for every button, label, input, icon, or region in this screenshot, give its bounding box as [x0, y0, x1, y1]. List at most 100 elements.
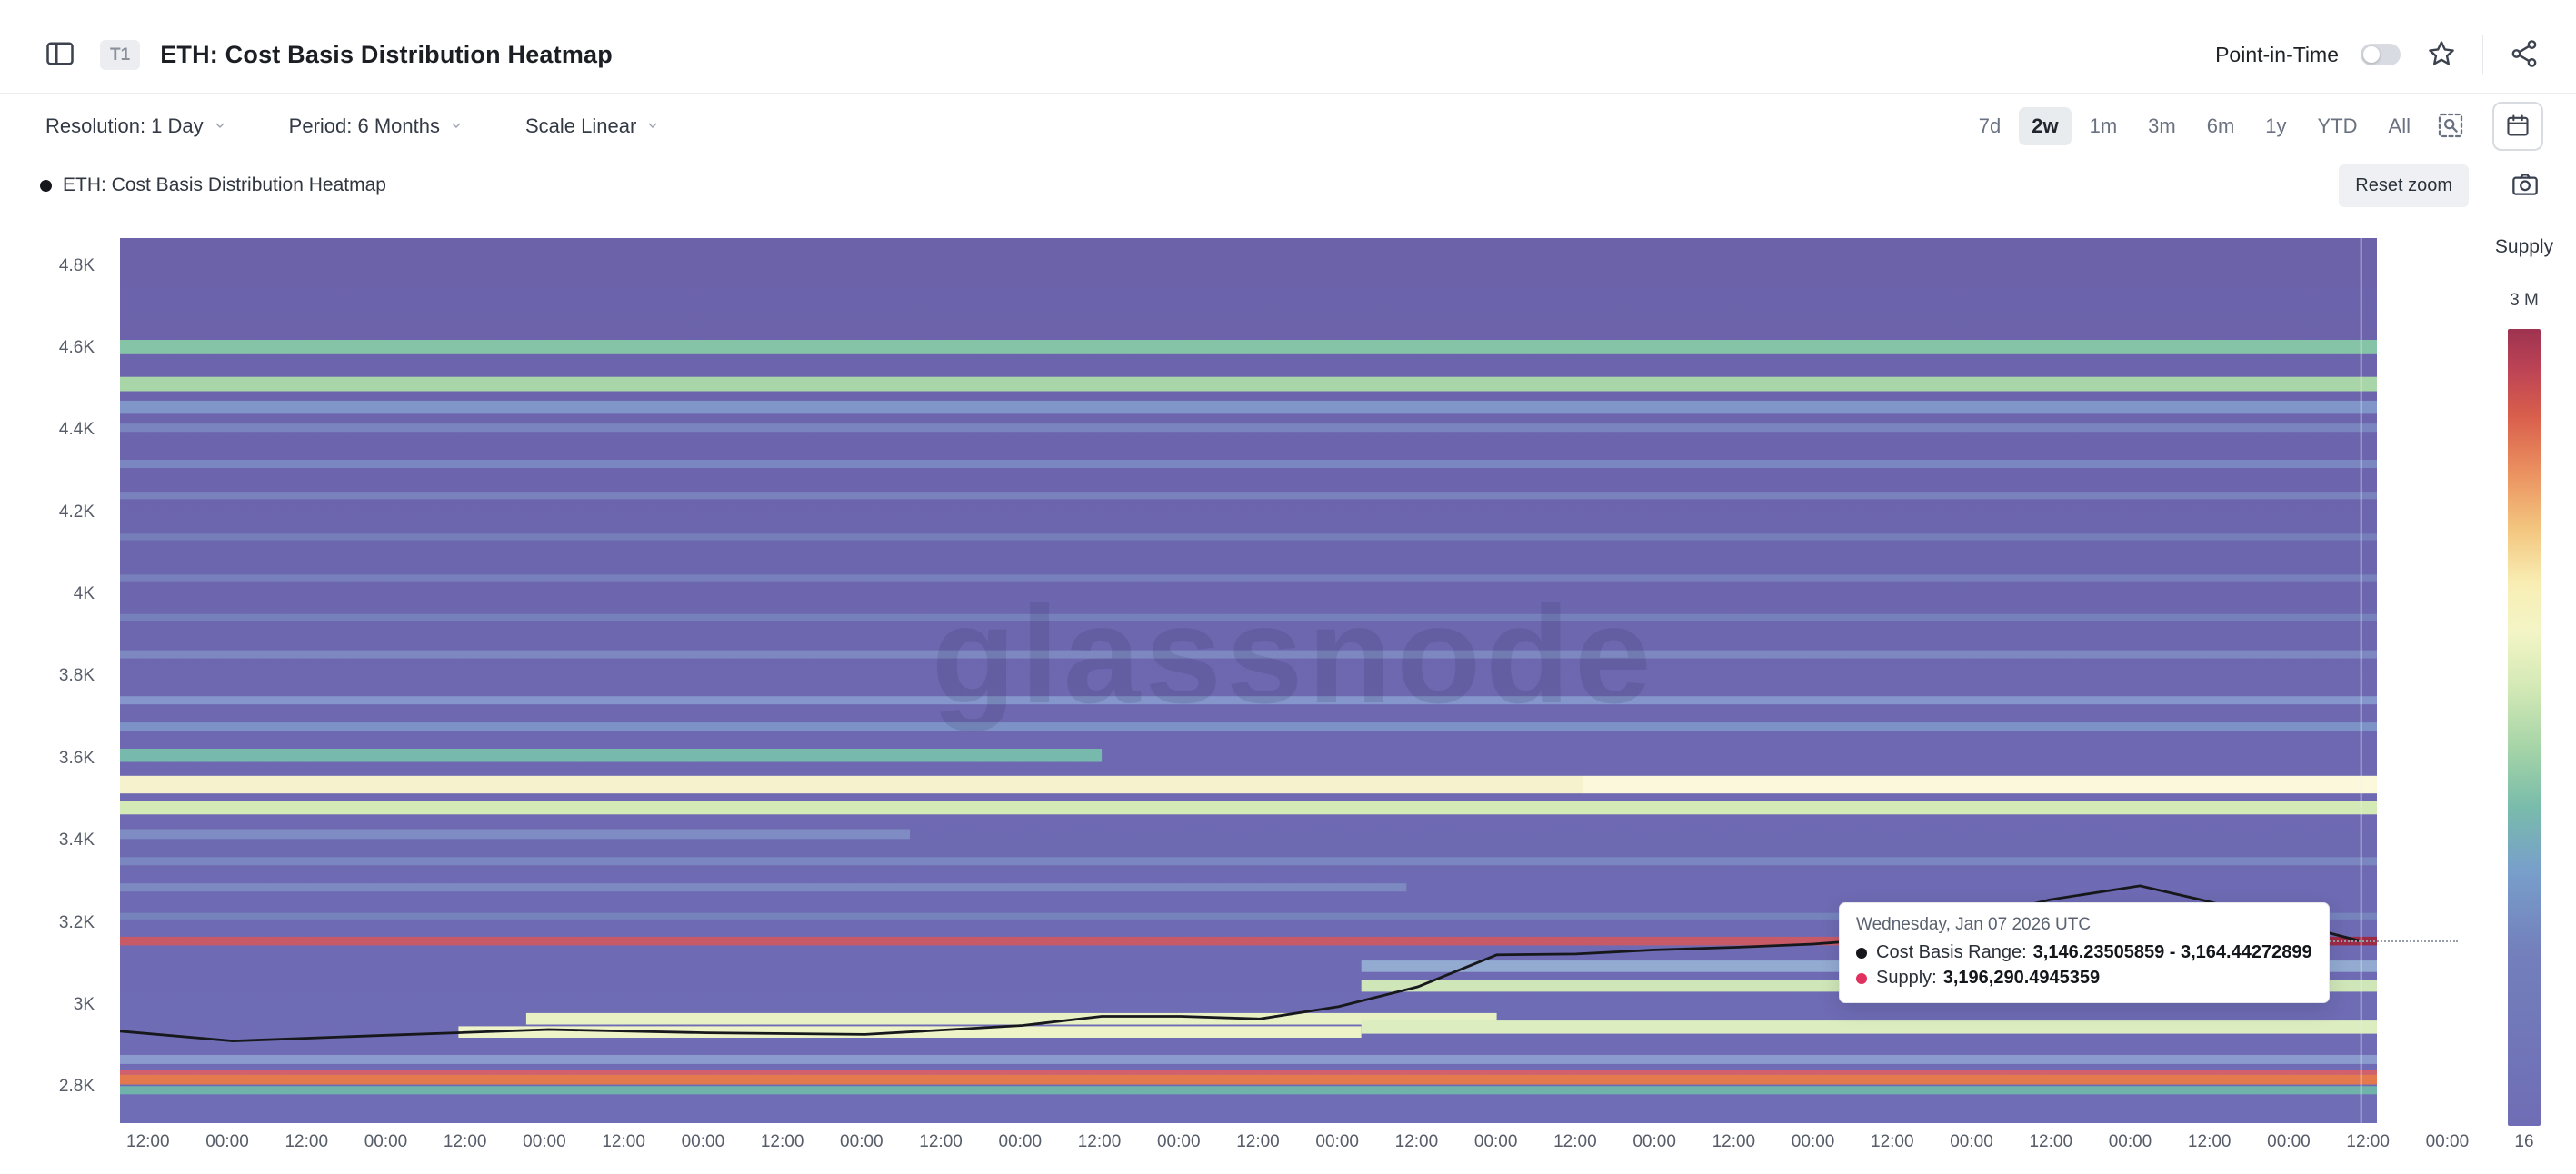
colorbar-min-label: 16 — [2514, 1132, 2534, 1151]
x-tick-label: 12:00 — [1712, 1132, 1756, 1151]
tier-badge: T1 — [100, 39, 141, 70]
series-dot — [40, 179, 52, 192]
y-tick-label: 3K — [73, 994, 95, 1014]
x-tick-label: 12:00 — [1553, 1132, 1597, 1151]
zoom-select-button[interactable] — [2432, 107, 2469, 146]
x-tick-label: 12:00 — [2029, 1132, 2073, 1151]
range-button-group: 7d 2w 1m 3m 6m 1y YTD All — [1966, 107, 2423, 145]
x-tick-label: 12:00 — [1394, 1132, 1439, 1151]
x-tick-label: 12:00 — [602, 1132, 645, 1151]
camera-icon — [2511, 170, 2540, 202]
x-tick-label: 12:00 — [1077, 1132, 1122, 1151]
x-tick-label: 00:00 — [1632, 1132, 1676, 1151]
tooltip: Wednesday, Jan 07 2026 UTC Cost Basis Ra… — [1839, 902, 2330, 1003]
x-tick-label: 00:00 — [1315, 1132, 1359, 1151]
tooltip-supply-row: Supply: 3,196,290.4945359 — [1856, 968, 2312, 989]
range-button-1m[interactable]: 1m — [2077, 107, 2131, 145]
sidebar-icon — [44, 37, 76, 73]
range-button-ytd[interactable]: YTD — [2305, 107, 2371, 145]
x-tick-label: 00:00 — [681, 1132, 725, 1151]
y-tick-label: 4.8K — [58, 255, 95, 275]
calendar-button[interactable] — [2492, 102, 2543, 151]
y-tick-label: 2.8K — [58, 1077, 95, 1097]
favorite-star-button[interactable] — [2422, 35, 2461, 75]
calendar-icon — [2505, 113, 2531, 141]
x-tick-label: 00:00 — [840, 1132, 884, 1151]
star-icon — [2426, 38, 2457, 72]
x-tick-label: 12:00 — [443, 1132, 487, 1151]
x-tick-label: 12:00 — [1871, 1132, 1914, 1151]
reset-zoom-button[interactable]: Reset zoom — [2339, 164, 2469, 207]
x-tick-label: 12:00 — [2346, 1132, 2390, 1151]
range-button-all[interactable]: All — [2376, 107, 2423, 145]
colorbar-max-label: 3 M — [2510, 291, 2539, 310]
range-button-7d[interactable]: 7d — [1966, 107, 2013, 145]
tooltip-date: Wednesday, Jan 07 2026 UTC — [1856, 915, 2092, 934]
point-in-time-toggle[interactable] — [2361, 44, 2401, 65]
period-label: Period: 6 Months — [288, 114, 440, 137]
cost-basis-dot — [1856, 947, 1867, 959]
x-tick-label: 12:00 — [126, 1132, 170, 1151]
x-tick-label: 00:00 — [523, 1132, 566, 1151]
y-tick-label: 4.2K — [58, 502, 95, 522]
page-title: ETH: Cost Basis Distribution Heatmap — [160, 40, 613, 68]
scale-dropdown[interactable]: Scale Linear — [520, 114, 665, 139]
camera-button[interactable] — [2507, 166, 2543, 205]
toggle-knob — [2363, 46, 2380, 63]
supply-value: 3,196,290.4945359 — [1942, 968, 2101, 988]
y-tick-label: 3.8K — [58, 666, 95, 686]
heatmap-plot[interactable]: glassnode Wednesday, Jan 07 2026 UTC Cos… — [120, 238, 2458, 1123]
watermark: glassnode — [931, 578, 1656, 732]
supply-colorbar — [2508, 329, 2541, 1126]
header: T1 ETH: Cost Basis Distribution Heatmap … — [0, 0, 2576, 94]
toolbar: Resolution: 1 Day Period: 6 Months Scale… — [0, 94, 2576, 159]
y-tick-label: 3.4K — [58, 831, 95, 851]
series-label: ETH: Cost Basis Distribution Heatmap — [63, 174, 386, 195]
x-tick-label: 00:00 — [1473, 1132, 1518, 1151]
x-tick-label: 00:00 — [205, 1132, 249, 1151]
point-in-time-label: Point-in-Time — [2215, 42, 2339, 66]
chevron-down-icon — [645, 114, 660, 138]
scale-label: Scale Linear — [524, 114, 637, 137]
range-button-3m[interactable]: 3m — [2135, 107, 2189, 145]
x-tick-label: 00:00 — [364, 1132, 408, 1151]
range-button-1y[interactable]: 1y — [2252, 107, 2299, 145]
header-divider — [2482, 35, 2483, 74]
tracking-dotted-line — [2309, 940, 2458, 942]
colorbar-title: Supply — [2494, 236, 2554, 257]
supply-dot — [1856, 972, 1867, 984]
supply-label: Supply: — [1876, 968, 1937, 988]
period-dropdown[interactable]: Period: 6 Months — [284, 114, 469, 139]
cost-basis-label: Cost Basis Range: — [1876, 942, 2027, 962]
zoom-select-icon — [2436, 111, 2465, 143]
x-tick-label: 00:00 — [1950, 1132, 1993, 1151]
chevron-down-icon — [449, 114, 464, 138]
range-button-6m[interactable]: 6m — [2194, 107, 2248, 145]
x-tick-label: 00:00 — [998, 1132, 1043, 1151]
resolution-label: Resolution: 1 Day — [45, 114, 204, 137]
x-tick-label: 00:00 — [1156, 1132, 1201, 1151]
y-axis: 4.8K 4.6K 4.4K 4.2K 4K 3.8K 3.6K 3.4K 3.2K 3K 2.8K — [0, 238, 102, 1123]
y-tick-label: 4.4K — [58, 420, 95, 440]
range-button-2w[interactable]: 2w — [2019, 107, 2072, 145]
sidebar-toggle-button[interactable] — [40, 34, 80, 76]
y-tick-label: 4.6K — [58, 338, 95, 358]
legend-item[interactable]: ETH: Cost Basis Distribution Heatmap — [40, 174, 386, 196]
y-tick-label: 3.2K — [58, 912, 95, 932]
x-tick-label: 12:00 — [1236, 1132, 1280, 1151]
x-tick-label: 00:00 — [2108, 1132, 2152, 1151]
x-tick-label: 00:00 — [2267, 1132, 2311, 1151]
x-tick-label: 12:00 — [919, 1132, 963, 1151]
resolution-dropdown[interactable]: Resolution: 1 Day — [40, 114, 233, 139]
share-icon — [2509, 38, 2540, 72]
cost-basis-value: 3,146.23505859 - 3,164.44272899 — [2032, 942, 2312, 962]
chevron-down-icon — [213, 114, 227, 138]
x-tick-label: 00:00 — [2425, 1132, 2470, 1151]
tooltip-cost-basis-row: Cost Basis Range: 3,146.23505859 - 3,164… — [1856, 942, 2312, 963]
x-tick-label: 12:00 — [2187, 1132, 2232, 1151]
legend-row: ETH: Cost Basis Distribution Heatmap Res… — [0, 162, 2576, 209]
share-button[interactable] — [2505, 35, 2543, 75]
x-tick-label: 00:00 — [1791, 1132, 1835, 1151]
